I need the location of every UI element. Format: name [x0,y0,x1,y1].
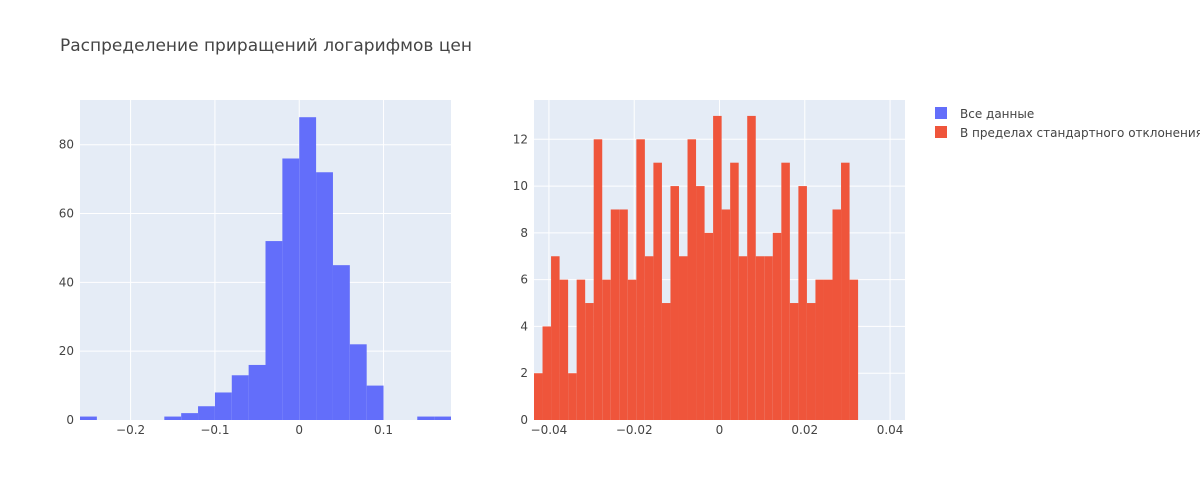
histogram-bar[interactable] [713,115,722,420]
histogram-bar[interactable] [282,158,300,420]
x-tick-label: −0.1 [200,423,229,437]
histogram-bar[interactable] [214,392,232,420]
histogram-bar[interactable] [434,416,451,420]
x-tick-label: 0 [716,423,724,437]
histogram-bar[interactable] [332,265,350,420]
histogram-bar[interactable] [738,256,748,420]
x-ticks-left: −0.2 −0.1 0 0.1 [116,423,393,437]
histogram-bar[interactable] [551,256,560,420]
bars-right [534,115,859,420]
histogram-bar[interactable] [696,186,705,420]
x-tick-label: −0.04 [531,423,568,437]
x-tick-label: −0.2 [116,423,145,437]
histogram-bar[interactable] [849,279,859,420]
histogram-bar[interactable] [349,344,367,420]
y-tick-label: 40 [59,275,74,289]
histogram-bar[interactable] [299,117,317,421]
histogram-bar[interactable] [627,279,637,420]
histogram-bar[interactable] [164,416,182,420]
legend[interactable]: Все данные В пределах стандартного откло… [935,107,1200,140]
histogram-bar[interactable] [841,162,850,420]
x-ticks-right: −0.04 −0.02 0 0.02 0.04 [531,423,904,437]
histogram-bar[interactable] [764,256,773,420]
y-tick-label: 6 [520,273,528,287]
histogram-bar[interactable] [316,172,333,420]
histogram-within-std: −0.04 −0.02 0 0.02 0.04 0 2 4 6 8 10 12 [513,100,905,437]
histogram-bar[interactable] [789,303,799,420]
histogram-bar[interactable] [772,232,782,420]
histogram-bar[interactable] [832,209,842,420]
histogram-bar[interactable] [619,209,628,420]
histogram-bar[interactable] [823,279,833,420]
legend-swatch-within-std [935,126,947,138]
histogram-bar[interactable] [755,256,765,420]
histogram-bar[interactable] [610,209,620,420]
y-tick-label: 0 [66,413,74,427]
legend-item-all-data[interactable]: Все данные [935,107,1034,121]
y-tick-label: 2 [520,366,528,380]
x-tick-label: 0.04 [877,423,904,437]
histogram-bar[interactable] [593,139,603,420]
histogram-bar[interactable] [661,303,671,420]
chart-title: Распределение приращений логарифмов цен [60,36,472,56]
y-tick-label: 80 [59,138,74,152]
y-ticks-right: 0 2 4 6 8 10 12 [513,132,528,427]
histogram-bar[interactable] [534,373,543,420]
histogram-bar[interactable] [644,256,654,420]
histogram-bar[interactable] [417,416,435,420]
legend-item-within-std[interactable]: В пределах стандартного отклонения [935,126,1200,140]
y-tick-label: 4 [520,319,528,333]
histogram-bar[interactable] [80,416,97,420]
y-tick-label: 8 [520,226,528,240]
histogram-bar[interactable] [231,375,249,420]
histogram-bar[interactable] [248,364,266,420]
x-tick-label: −0.02 [616,423,653,437]
histogram-bar[interactable] [670,186,679,420]
histogram-bar[interactable] [798,186,807,420]
y-tick-label: 20 [59,344,74,358]
y-tick-label: 0 [520,413,528,427]
histogram-bar[interactable] [366,385,384,420]
bars-left [80,117,451,421]
histogram-bar[interactable] [198,406,215,420]
y-tick-label: 12 [513,132,528,146]
histogram-all-data: −0.2 −0.1 0 0.1 0 20 40 60 80 [59,100,451,437]
histogram-bar[interactable] [730,162,739,420]
histogram-bar[interactable] [687,139,697,420]
x-tick-label: 0 [295,423,303,437]
histogram-bar[interactable] [704,232,714,420]
y-tick-label: 10 [513,179,528,193]
histogram-bar[interactable] [721,209,731,420]
histogram-bar[interactable] [781,162,790,420]
histogram-bar[interactable] [576,279,586,420]
histogram-bar[interactable] [265,241,283,420]
histogram-bar[interactable] [559,279,569,420]
histogram-bar[interactable] [747,115,756,420]
x-tick-label: 0.02 [791,423,818,437]
histogram-bar[interactable] [678,256,688,420]
x-tick-label: 0.1 [374,423,393,437]
legend-label-all-data: Все данные [960,107,1034,121]
histogram-bar[interactable] [585,303,594,420]
histogram-bar[interactable] [568,373,577,420]
y-ticks-left: 0 20 40 60 80 [59,138,74,427]
histogram-bar[interactable] [806,303,816,420]
histogram-bar[interactable] [542,326,552,420]
histogram-bar[interactable] [636,139,645,420]
histogram-bar[interactable] [181,413,199,420]
y-tick-label: 60 [59,207,74,221]
histogram-bar[interactable] [653,162,662,420]
legend-swatch-all-data [935,107,947,119]
legend-label-within-std: В пределах стандартного отклонения [960,126,1200,140]
histogram-bar[interactable] [602,279,611,420]
histogram-bar[interactable] [815,279,824,420]
